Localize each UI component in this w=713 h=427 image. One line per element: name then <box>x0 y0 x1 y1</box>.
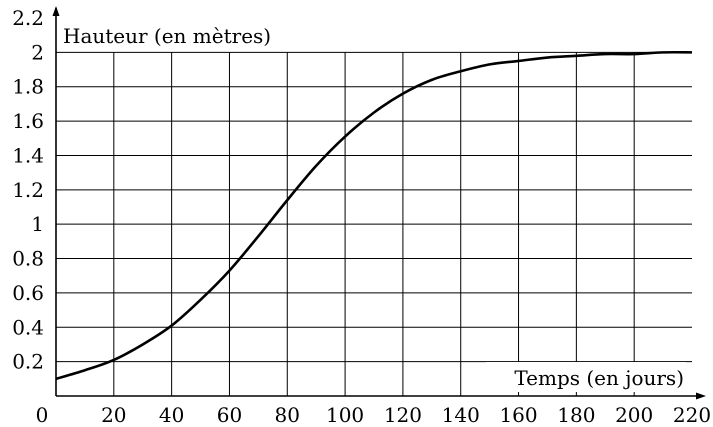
x-tick-label-40: 40 <box>159 403 184 427</box>
y-tick-label-1: 1 <box>31 212 44 236</box>
y-tick-label-0.6: 0.6 <box>12 281 44 305</box>
x-tick-label-60: 60 <box>217 403 242 427</box>
x-tick-label-80: 80 <box>275 403 300 427</box>
y-tick-label-1.2: 1.2 <box>12 178 44 202</box>
series-line <box>55 50 693 381</box>
x-axis-label-bg <box>486 362 686 392</box>
axes <box>52 6 706 400</box>
y-axis-label: Hauteur (en mètres) <box>63 24 271 48</box>
x-axis-label: Temps (en jours) <box>514 366 684 390</box>
origin-label: 0 <box>36 403 49 427</box>
x-tick-label-180: 180 <box>557 403 595 427</box>
x-tick-label-20: 20 <box>101 403 126 427</box>
axis-titles: Hauteur (en mètres) Temps (en jours) 0 <box>36 19 686 427</box>
y-tick-label-2: 2 <box>31 40 44 64</box>
y-tick-label-1.4: 1.4 <box>12 143 44 167</box>
y-tick-label-0.4: 0.4 <box>12 315 44 339</box>
y-tick-label-1.8: 1.8 <box>12 75 44 99</box>
y-tick-label-0.2: 0.2 <box>12 350 44 374</box>
x-tick-label-120: 120 <box>384 403 422 427</box>
y-tick-label-0.8: 0.8 <box>12 247 44 271</box>
x-tick-label-220: 220 <box>673 403 711 427</box>
x-tick-label-200: 200 <box>615 403 653 427</box>
x-axis-arrow <box>696 392 706 400</box>
y-axis-label-bg <box>60 19 297 51</box>
grid <box>56 51 692 396</box>
y-tick-label-2.2: 2.2 <box>12 6 44 30</box>
x-tick-label-140: 140 <box>442 403 480 427</box>
x-tick-label-100: 100 <box>326 403 364 427</box>
y-tick-label-1.6: 1.6 <box>12 109 44 133</box>
y-axis-arrow <box>52 6 60 16</box>
x-tick-label-160: 160 <box>499 403 537 427</box>
tick-labels: 20 40 60 80 100 120 140 160 180 200 2200.20.40.60.… <box>12 6 711 427</box>
curve-layer <box>55 50 693 381</box>
